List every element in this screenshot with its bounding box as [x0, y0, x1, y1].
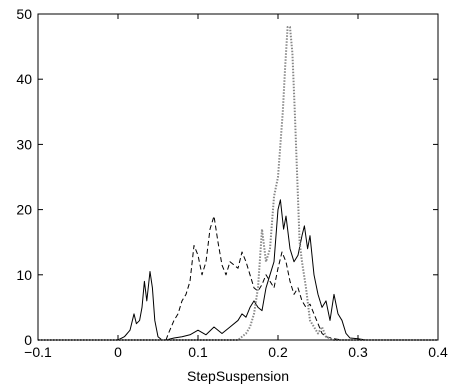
x-tick-label: 0.2: [268, 344, 288, 360]
x-tick-label: 0.1: [188, 344, 208, 360]
y-tick-label: 0: [24, 332, 32, 348]
plot-frame: [37, 13, 439, 341]
x-tick-label: 0.3: [348, 344, 368, 360]
plot-area: [38, 14, 438, 340]
y-tick-label: 50: [16, 6, 32, 22]
y-tick-label: 30: [16, 136, 32, 152]
x-tick-label: 0: [114, 344, 122, 360]
y-tick-label: 40: [16, 71, 32, 87]
x-tick-label: 0.4: [428, 344, 448, 360]
y-tick-label: 10: [16, 267, 32, 283]
series-layer: [38, 26, 438, 341]
x-axis-label: StepSuspension: [187, 368, 289, 384]
series-line-dashed: [38, 215, 438, 341]
y-tick-label: 20: [16, 202, 32, 218]
x-tick-label: −0.1: [24, 344, 52, 360]
series-line-dotted: [38, 26, 438, 341]
series-line-solid: [38, 199, 438, 341]
